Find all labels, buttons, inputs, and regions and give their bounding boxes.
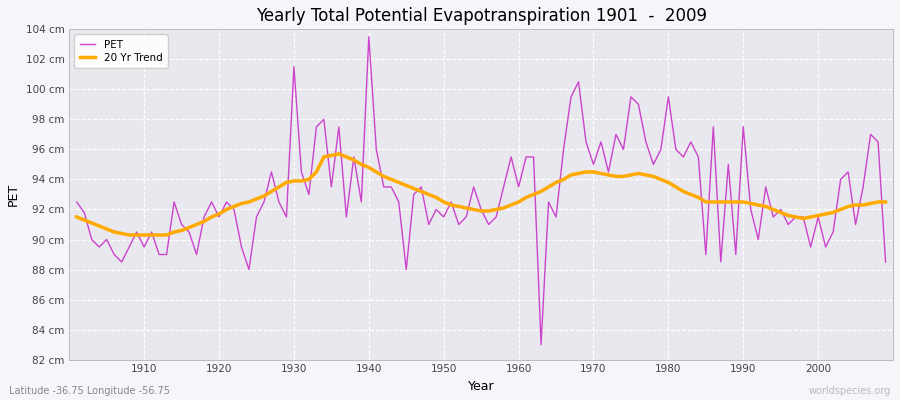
PET xyxy=(513,184,524,189)
Legend: PET, 20 Yr Trend: PET, 20 Yr Trend xyxy=(75,34,167,68)
PET xyxy=(341,214,352,219)
20 Yr Trend xyxy=(356,162,366,167)
Text: Latitude -36.75 Longitude -56.75: Latitude -36.75 Longitude -56.75 xyxy=(9,386,170,396)
PET xyxy=(880,260,891,264)
PET xyxy=(521,154,532,159)
20 Yr Trend xyxy=(71,214,82,219)
Title: Yearly Total Potential Evapotranspiration 1901  -  2009: Yearly Total Potential Evapotranspiratio… xyxy=(256,7,706,25)
PET xyxy=(536,342,546,347)
PET xyxy=(131,230,142,234)
Text: worldspecies.org: worldspecies.org xyxy=(809,386,891,396)
20 Yr Trend xyxy=(521,195,532,200)
PET xyxy=(296,170,307,174)
20 Yr Trend xyxy=(880,200,891,204)
20 Yr Trend xyxy=(528,192,539,197)
PET xyxy=(618,147,629,152)
PET xyxy=(71,200,82,204)
20 Yr Trend xyxy=(618,174,629,179)
PET xyxy=(364,34,374,39)
20 Yr Trend xyxy=(303,177,314,182)
20 Yr Trend xyxy=(333,152,344,156)
Y-axis label: PET: PET xyxy=(7,183,20,206)
20 Yr Trend xyxy=(124,233,135,238)
Line: PET: PET xyxy=(76,37,886,345)
Line: 20 Yr Trend: 20 Yr Trend xyxy=(76,154,886,235)
X-axis label: Year: Year xyxy=(468,380,494,393)
20 Yr Trend xyxy=(139,233,149,238)
